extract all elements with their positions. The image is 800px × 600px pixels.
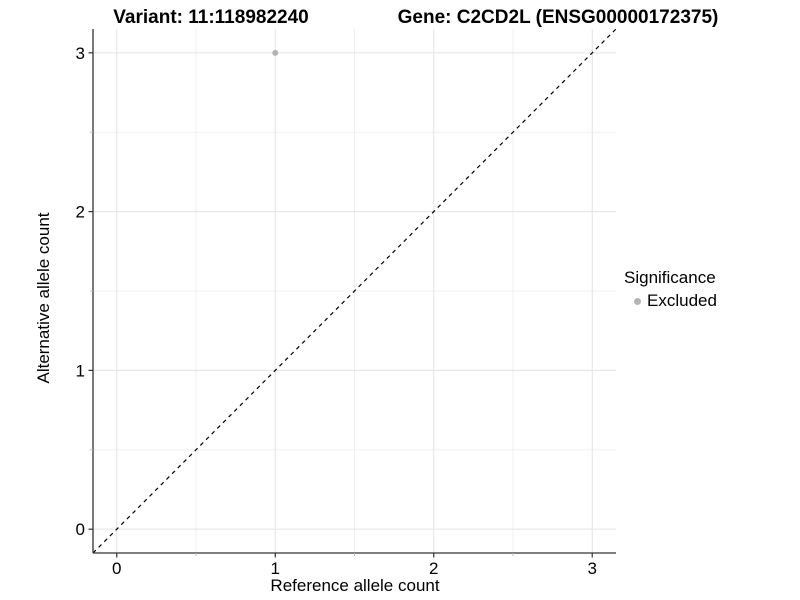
y-tick-label: 0 <box>76 520 85 539</box>
y-axis-title: Alternative allele count <box>34 212 53 384</box>
legend-key-dot-icon <box>634 297 641 305</box>
x-tick-label: 1 <box>271 559 280 578</box>
legend-item-label: Excluded <box>647 291 717 310</box>
x-tick-label: 3 <box>587 559 596 578</box>
x-tick-label: 2 <box>429 559 438 578</box>
legend-items: Excluded <box>624 291 717 311</box>
legend-title: Significance <box>624 268 716 287</box>
legend: Significance Excluded <box>624 268 717 311</box>
y-tick-label: 3 <box>76 44 85 63</box>
data-point <box>272 49 279 56</box>
x-tick-label: 0 <box>112 559 121 578</box>
legend-item: Excluded <box>624 291 717 311</box>
y-tick-label: 2 <box>76 203 85 222</box>
y-tick-label: 1 <box>76 361 85 380</box>
plot-title-gene: Gene: C2CD2L (ENSG00000172375) <box>397 7 719 28</box>
plot-title-variant: Variant: 11:118982240 <box>113 7 309 28</box>
x-axis-title: Reference allele count <box>270 576 440 595</box>
identity-reference-line <box>92 28 617 554</box>
